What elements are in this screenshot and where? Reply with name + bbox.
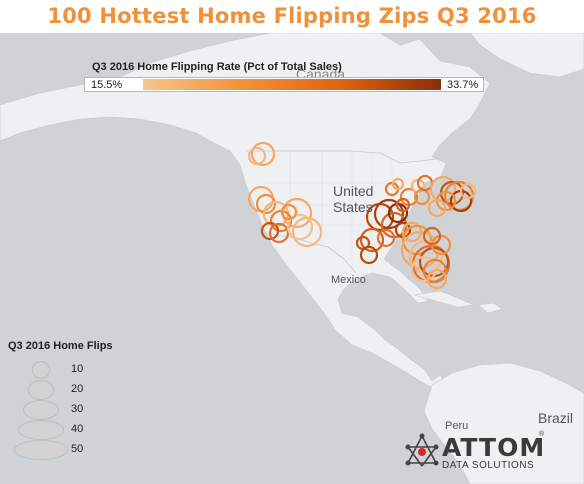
label-united-states: United States: [333, 183, 374, 215]
zip-bubble: [280, 203, 298, 221]
atom-icon: [405, 433, 439, 467]
size-legend-item: 10: [8, 360, 128, 380]
size-legend-item: 20: [8, 380, 128, 400]
zip-bubble: [250, 141, 276, 167]
size-legend-shape: [23, 400, 59, 420]
cuba-land: [413, 290, 476, 308]
size-legend-value: 10: [71, 363, 84, 375]
size-legend-title: Q3 2016 Home Flips: [8, 340, 113, 352]
zip-bubble: [400, 230, 440, 270]
logo-wordmark: ATTOM: [442, 433, 546, 462]
size-legend-value: 30: [71, 403, 84, 415]
zip-bubble: [286, 213, 314, 241]
size-legend-value: 40: [71, 423, 84, 435]
flip-bubbles: [247, 141, 477, 290]
size-legend-item: 30: [8, 400, 128, 420]
size-legend-shape: [18, 420, 64, 440]
attom-logo: ATTOM ® DATA SOLUTIONS: [404, 431, 584, 473]
hispaniola-land: [477, 302, 503, 314]
map-title: 100 Hottest Home Flipping Zips Q3 2016: [47, 4, 537, 28]
zip-bubble: [260, 221, 280, 241]
size-legend-shape: [14, 440, 68, 460]
zip-bubble: [291, 216, 323, 248]
state-lines: [258, 151, 404, 271]
size-legend-item: 50: [8, 440, 128, 460]
zip-bubble: [427, 198, 447, 218]
zip-bubble: [247, 146, 267, 166]
zip-bubble: [268, 222, 290, 244]
zip-bubble: [359, 227, 385, 253]
color-gradient-bar: [143, 79, 441, 90]
size-legend-shape: [28, 380, 54, 400]
map-area[interactable]: Canada United States Mexico Peru Brazil: [0, 33, 584, 484]
zip-bubble: [395, 197, 411, 213]
size-legend-value: 50: [71, 443, 84, 455]
greenland-land: [469, 33, 584, 78]
zip-bubble: [422, 226, 442, 246]
label-brazil: Brazil: [538, 410, 574, 426]
label-mexico: Mexico: [331, 274, 366, 286]
label-peru: Peru: [445, 420, 469, 432]
zip-bubble: [373, 198, 405, 230]
color-legend-min: 15.5%: [91, 79, 123, 91]
zip-bubble: [391, 177, 405, 191]
zip-bubble: [376, 228, 396, 248]
color-legend-max: 33.7%: [447, 79, 479, 91]
zip-bubble: [426, 268, 448, 290]
color-legend-scale: 15.5% 33.7%: [84, 77, 484, 92]
basemap: [0, 33, 584, 484]
zip-bubble: [422, 258, 448, 284]
us-canada-border: [246, 150, 437, 164]
us-mexico-border: [261, 232, 357, 274]
logo-subtitle: DATA SOLUTIONS: [442, 460, 535, 471]
size-legend-shape: [32, 361, 50, 379]
zip-bubble: [255, 193, 277, 215]
size-legend: Q3 2016 Home Flips 10 20 30 40 50: [8, 340, 138, 460]
north-america-land: [0, 33, 491, 390]
south-america-land: [423, 362, 584, 484]
size-legend-value: 20: [71, 383, 84, 395]
zip-bubble: [459, 182, 477, 200]
size-legend-item: 40: [8, 420, 128, 440]
zip-bubble: [359, 245, 379, 265]
registered-mark: ®: [539, 431, 545, 438]
color-legend-title: Q3 2016 Home Flipping Rate (Pct of Total…: [92, 61, 342, 73]
